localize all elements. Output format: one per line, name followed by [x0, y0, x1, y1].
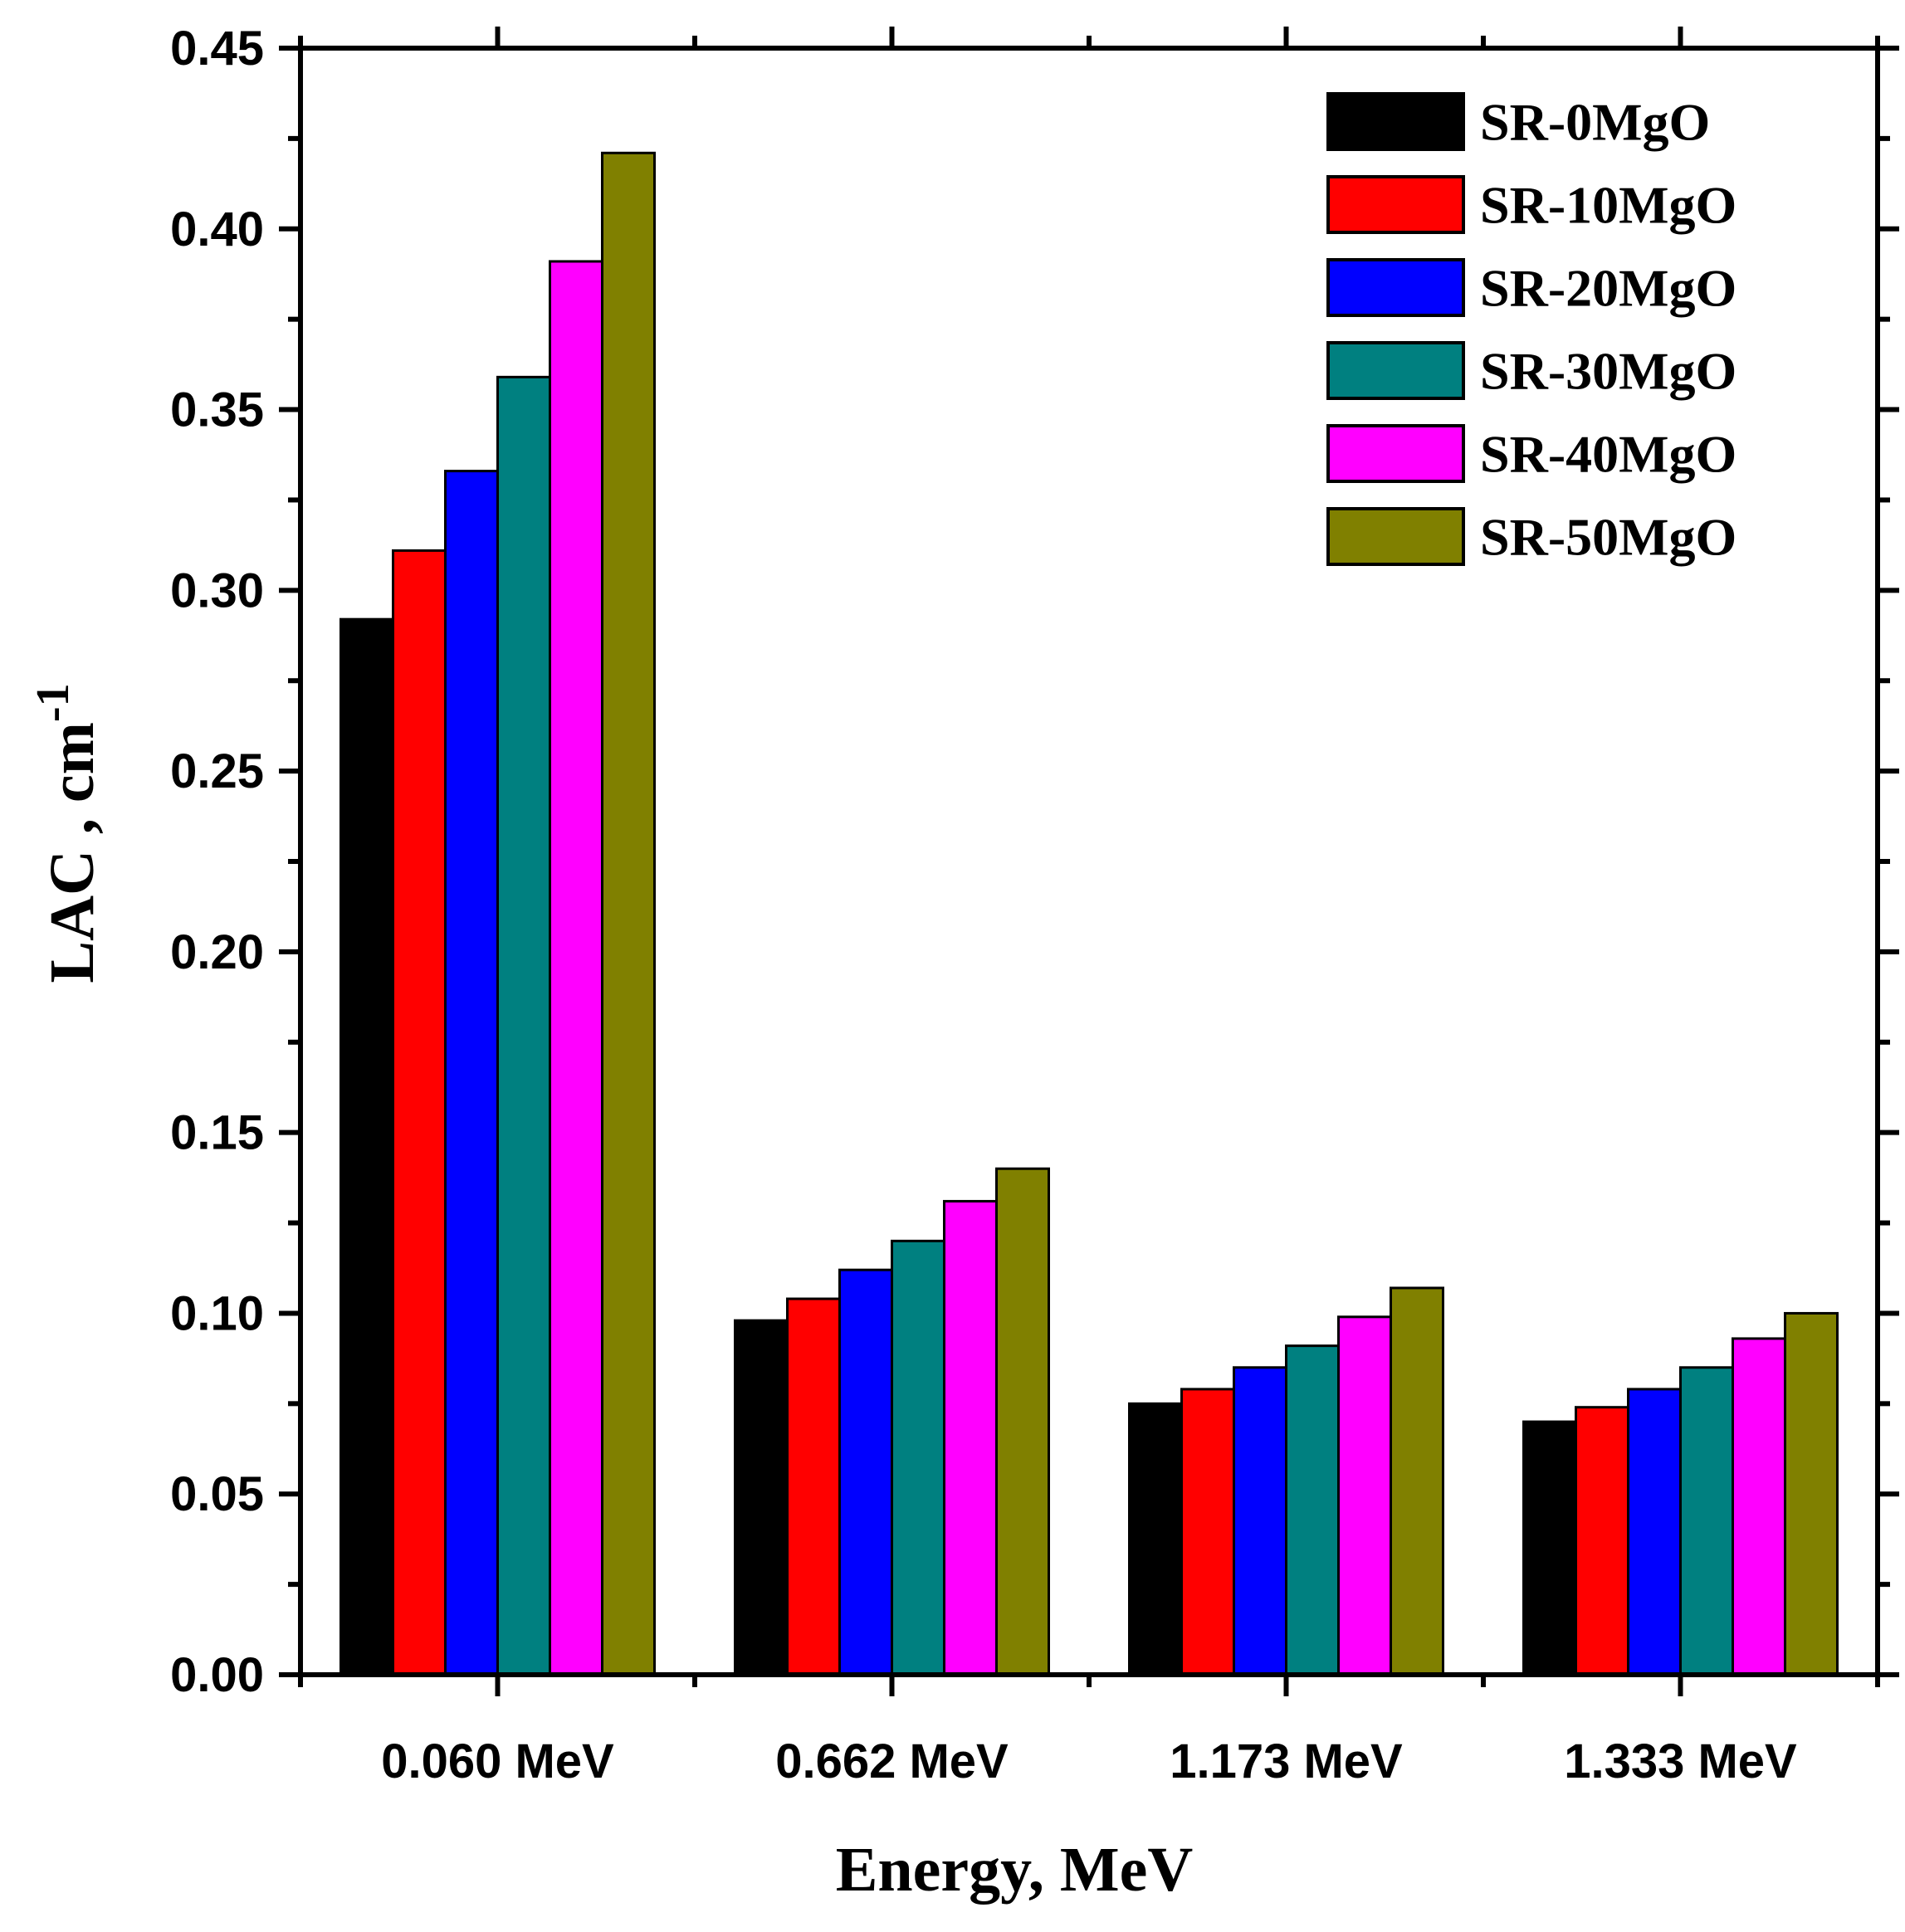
bar-SR-10MgO-0.662MeV	[786, 1297, 841, 1676]
legend-label: SR-50MgO	[1480, 508, 1736, 567]
legend: SR-0MgO SR-10MgO SR-20MgO SR-30MgO SR-40MgO S…	[1326, 92, 1736, 567]
bars-layer	[339, 151, 1839, 1676]
x-axis-title: Energy, MeV	[836, 1835, 1194, 1905]
legend-swatch	[1326, 424, 1465, 483]
bar-SR-30MgO-0.662MeV	[891, 1239, 945, 1676]
y-axis-title-group: LAC , cm-1	[27, 683, 107, 983]
legend-swatch	[1326, 258, 1465, 317]
y-tick-label: 0.05	[170, 1467, 264, 1521]
y-tick-label: 0.25	[170, 744, 264, 798]
bar-SR-20MgO-1.173MeV	[1233, 1366, 1287, 1676]
y-tick-label: 0.35	[170, 383, 264, 437]
legend-label: SR-0MgO	[1480, 93, 1710, 152]
bar-SR-30MgO-0.060MeV	[496, 375, 551, 1676]
legend-label: SR-30MgO	[1480, 342, 1736, 401]
y-axis-title-superscript: -1	[27, 683, 79, 722]
y-tick-label: 0.20	[170, 925, 264, 979]
legend-swatch	[1326, 341, 1465, 400]
bar-SR-0MgO-0.060MeV	[339, 617, 394, 1676]
bar-SR-10MgO-1.333MeV	[1575, 1406, 1629, 1676]
y-tick-label: 0.45	[170, 22, 264, 76]
legend-swatch	[1326, 175, 1465, 234]
legend-label: SR-40MgO	[1480, 425, 1736, 484]
bar-SR-40MgO-0.662MeV	[943, 1199, 998, 1676]
bar-SR-0MgO-0.662MeV	[734, 1319, 789, 1676]
bar-SR-50MgO-0.060MeV	[601, 151, 656, 1676]
bar-SR-40MgO-0.060MeV	[549, 260, 603, 1676]
bar-SR-0MgO-1.173MeV	[1128, 1402, 1183, 1676]
y-tick-label: 0.10	[170, 1286, 264, 1340]
x-tick-label: 1.173 MeV	[1170, 1734, 1403, 1788]
ticks-layer	[279, 27, 1899, 1696]
bar-SR-30MgO-1.333MeV	[1679, 1366, 1734, 1676]
y-tick-label: 0.00	[170, 1648, 264, 1702]
y-tick-label: 0.30	[170, 564, 264, 617]
labels-layer: 0.00 0.05 0.10 0.15 0.20 0.25 0.30 0.35 0.40 0.45…	[170, 22, 1797, 1788]
bar-SR-50MgO-1.173MeV	[1390, 1286, 1444, 1676]
x-tick-label: 0.060 MeV	[381, 1734, 614, 1788]
y-axis-title: LAC , cm	[37, 722, 107, 983]
x-tick-label: 1.333 MeV	[1564, 1734, 1797, 1788]
bar-SR-0MgO-1.333MeV	[1522, 1420, 1577, 1676]
svg-text:LAC , cm-1: LAC , cm-1	[27, 683, 107, 983]
bar-SR-20MgO-0.662MeV	[838, 1268, 893, 1676]
bar-SR-40MgO-1.333MeV	[1732, 1337, 1786, 1676]
bar-SR-20MgO-0.060MeV	[444, 470, 499, 1676]
y-tick-label: 0.15	[170, 1106, 264, 1160]
bar-SR-30MgO-1.173MeV	[1285, 1344, 1340, 1676]
bar-SR-40MgO-1.173MeV	[1337, 1315, 1392, 1676]
bar-SR-20MgO-1.333MeV	[1627, 1388, 1682, 1676]
bar-SR-50MgO-1.333MeV	[1784, 1311, 1839, 1676]
legend-label: SR-10MgO	[1480, 176, 1736, 235]
bar-SR-10MgO-1.173MeV	[1180, 1388, 1235, 1676]
y-tick-label: 0.40	[170, 202, 264, 256]
x-tick-label: 0.662 MeV	[775, 1734, 1009, 1788]
legend-label: SR-20MgO	[1480, 259, 1736, 318]
legend-swatch	[1326, 92, 1465, 151]
bar-SR-10MgO-0.060MeV	[392, 549, 447, 1676]
legend-swatch	[1326, 507, 1465, 566]
bar-SR-50MgO-0.662MeV	[995, 1167, 1050, 1676]
